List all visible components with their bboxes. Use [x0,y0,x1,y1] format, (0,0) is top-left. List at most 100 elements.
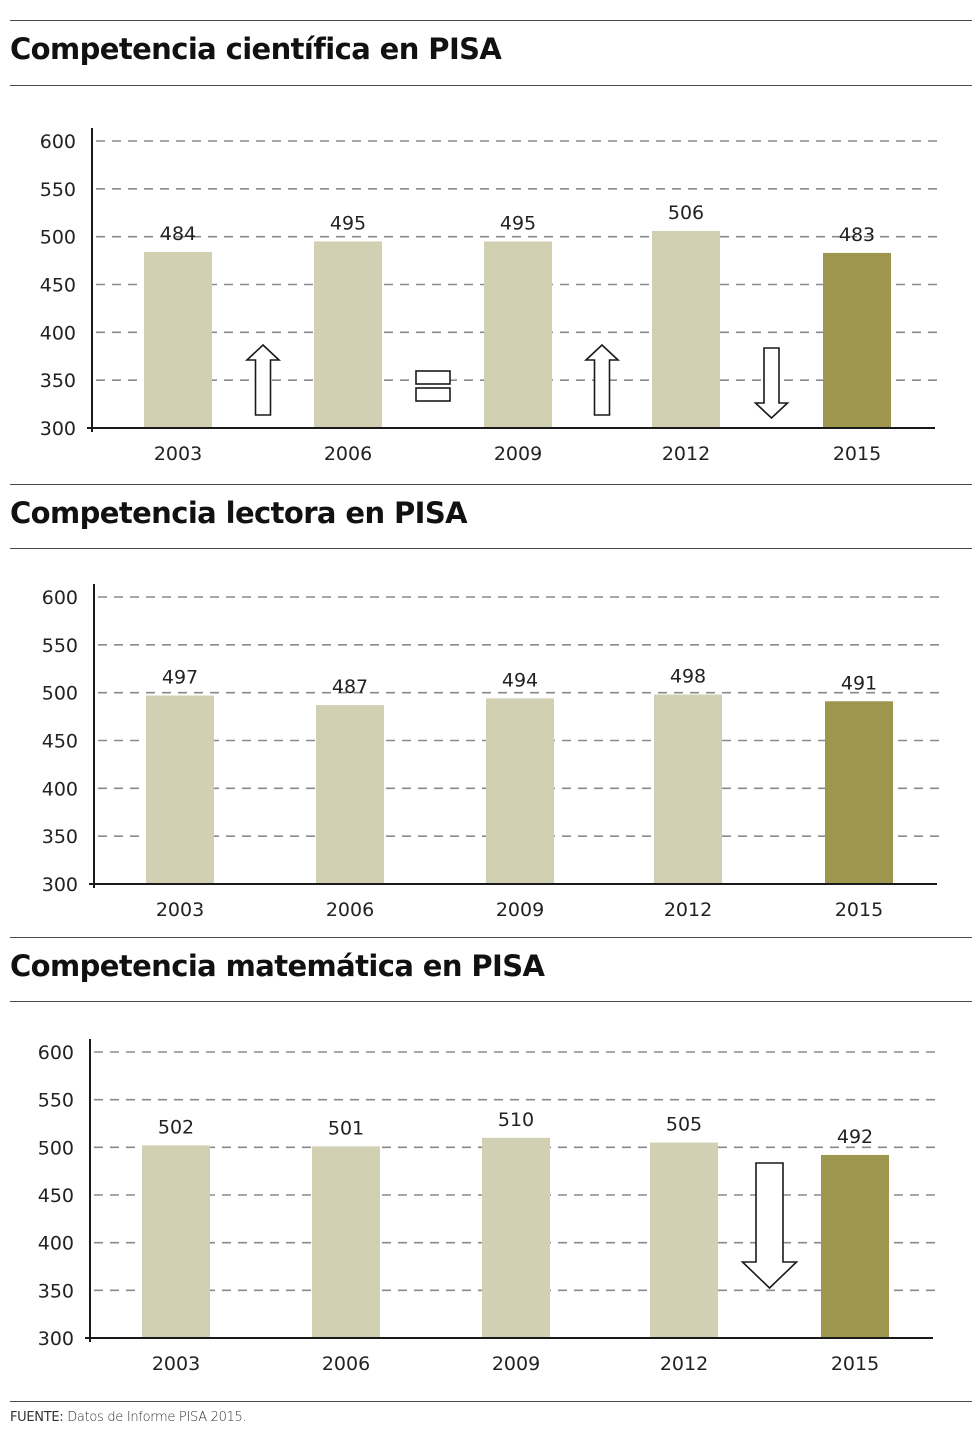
y-tick-label: 300 [40,418,76,440]
equals-bar-top [415,370,451,385]
value-label: 510 [498,1109,534,1131]
y-tick-label: 300 [38,1328,74,1350]
source-note: FUENTE: Datos de Informe PISA 2015. [10,1410,247,1425]
value-labels: 497 487 494 498 491 [162,666,877,699]
arrow-up-icon [244,343,282,416]
value-label: 495 [500,212,536,234]
arrow-down-icon [753,347,790,420]
x-tick-label: 2012 [664,899,712,921]
bar-2006 [316,705,384,884]
value-label: 506 [668,202,704,224]
y-tick-label: 450 [42,731,78,753]
value-label: 487 [332,676,368,698]
source-label: FUENTE: [10,1410,64,1425]
y-tick-label: 400 [38,1233,74,1255]
y-tick-label: 550 [40,179,76,201]
x-tick-label: 2009 [492,1353,540,1375]
x-tick-label: 2006 [322,1353,370,1375]
x-tick-label: 2015 [833,443,881,465]
equals-icon [415,370,451,402]
y-tick-label: 350 [40,370,76,392]
value-label: 494 [502,669,538,691]
value-label: 491 [841,672,877,694]
bar-2015 [823,252,891,428]
value-label: 483 [839,224,875,246]
y-axis-ticks: 300 350 400 450 500 550 600 [42,587,78,896]
y-tick-label: 600 [42,587,78,609]
value-label: 498 [670,666,706,688]
source-text: Datos de Informe PISA 2015. [63,1410,247,1425]
bar-2003 [144,251,212,428]
bar-2012 [650,1142,718,1338]
chart-title-science: Competencia científica en PISA [10,32,502,66]
x-tick-label: 2012 [660,1353,708,1375]
bar-2003 [142,1145,210,1338]
section-rule [10,937,972,938]
bar-2003 [146,695,214,884]
title-rule [10,548,972,549]
y-tick-label: 500 [38,1137,74,1159]
y-tick-label: 600 [40,131,76,153]
arrow-up-icon [583,343,621,416]
chart-title-math: Competencia matemática en PISA [10,949,545,983]
bars [146,694,893,884]
x-tick-label: 2015 [835,899,883,921]
y-tick-label: 400 [40,322,76,344]
y-tick-label: 450 [38,1185,74,1207]
y-tick-label: 550 [38,1090,74,1112]
x-tick-label: 2009 [494,443,542,465]
x-axis-ticks: 2003 2006 2009 2012 2015 [156,899,883,921]
bar-2012 [654,694,722,884]
value-label: 495 [330,212,366,234]
y-tick-label: 500 [42,683,78,705]
bars [144,230,891,428]
y-tick-label: 600 [38,1042,74,1064]
x-tick-label: 2012 [662,443,710,465]
reading-bar-chart: 300 350 400 450 500 550 600 497 487 494 498 491 2003… [42,584,942,921]
bar-2006 [312,1146,380,1338]
value-labels: 484 495 495 506 483 [160,202,875,246]
bar-2009 [482,1137,550,1338]
equals-bar-bottom [415,387,451,402]
value-label: 502 [158,1116,194,1138]
x-tick-label: 2006 [324,443,372,465]
x-tick-label: 2009 [496,899,544,921]
x-axis-ticks: 2003 2006 2009 2012 2015 [152,1353,879,1375]
section-rule [10,484,972,485]
x-tick-label: 2003 [152,1353,200,1375]
y-tick-label: 350 [42,826,78,848]
y-tick-label: 350 [38,1280,74,1302]
title-rule [10,1001,972,1002]
value-label: 501 [328,1117,364,1139]
value-labels: 502 501 510 505 492 [158,1109,873,1148]
trend-markers [244,343,790,420]
math-bar-chart: 300 350 400 450 500 550 600 502 501 510 505 492 2003… [38,1039,938,1375]
value-label: 505 [666,1114,702,1136]
chart-title-reading: Competencia lectora en PISA [10,496,468,530]
x-axis-ticks: 2003 2006 2009 2012 2015 [154,443,881,465]
trend-markers [740,1162,799,1290]
footer-rule [10,1401,972,1402]
value-label: 484 [160,223,196,245]
title-rule [10,85,972,86]
y-tick-label: 400 [42,778,78,800]
y-tick-label: 300 [42,874,78,896]
bar-2015 [825,701,893,884]
top-rule [10,20,972,21]
y-tick-label: 450 [40,275,76,297]
bar-2009 [486,698,554,884]
arrow-down-icon [740,1162,799,1290]
value-label: 497 [162,667,198,689]
y-axis-ticks: 300 350 400 450 500 550 600 [40,131,76,440]
x-tick-label: 2003 [154,443,202,465]
x-tick-label: 2015 [831,1353,879,1375]
bar-2015 [821,1154,889,1338]
bars [142,1137,889,1338]
science-bar-chart: 300 350 400 450 500 550 600 484 495 495 506 483 2003… [40,128,940,465]
bar-2006 [314,241,382,428]
y-tick-label: 550 [42,635,78,657]
bar-2009 [484,241,552,428]
y-axis-ticks: 300 350 400 450 500 550 600 [38,1042,74,1350]
bar-2012 [652,230,720,428]
y-tick-label: 500 [40,227,76,249]
